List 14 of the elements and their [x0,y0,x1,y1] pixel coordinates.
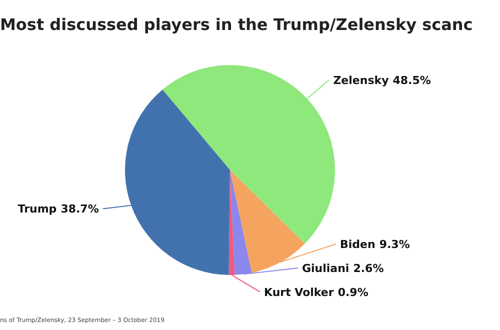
slice-label: Zelensky [333,74,389,87]
slice-label: Giuliani [302,262,350,275]
chart-title: Most discussed players in the Trump/Zelensky scanc [0,15,473,34]
pie-slice [230,170,252,275]
data-label: 38.7% [60,202,99,216]
pie-slice [125,90,230,275]
data-label: 48.5% [392,74,431,87]
data-label: 9.3% [379,238,410,251]
slice-label: Biden [340,238,376,251]
slice-label: Trump [18,202,57,216]
data-label: 0.9% [338,286,368,299]
data-label: 2.6% [353,262,384,275]
pie-slice [162,65,335,244]
slice-label: Kurt Volker [264,286,334,299]
